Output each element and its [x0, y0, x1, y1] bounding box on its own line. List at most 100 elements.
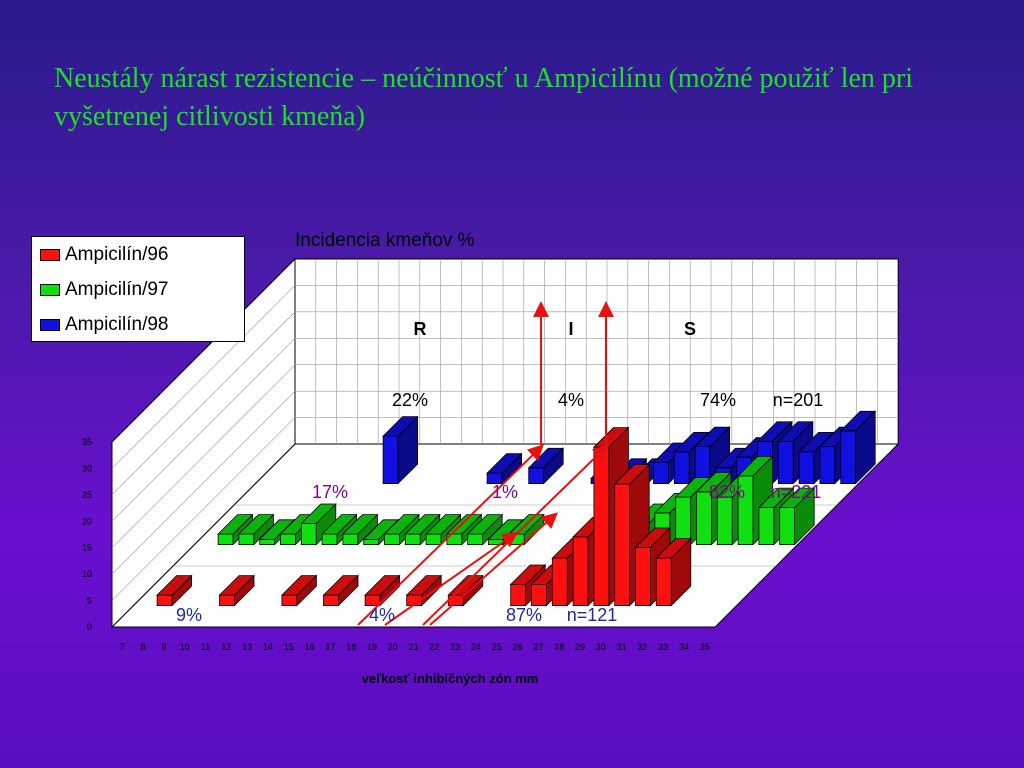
bar-front — [363, 539, 380, 545]
y-tick-label: 10 — [82, 569, 92, 579]
bar-front — [404, 533, 421, 545]
bar-front — [593, 446, 610, 606]
grid-line — [111, 417, 296, 601]
bar — [527, 447, 565, 485]
x-tick-label: 21 — [409, 642, 419, 652]
bar-front — [819, 446, 836, 485]
n-97: n=221 — [771, 482, 822, 502]
x-tick-label: 31 — [617, 642, 627, 652]
zone-label-s: S — [684, 319, 696, 339]
chart-title: Incidencia kmeňov % — [295, 230, 475, 251]
bar-front — [321, 533, 338, 545]
bar — [237, 513, 275, 546]
bar-top — [218, 575, 255, 596]
annotation-arrow — [429, 512, 559, 626]
annotation-arrow — [357, 444, 544, 626]
y-tick-label: 30 — [82, 463, 92, 473]
x-tick-label: 14 — [263, 642, 273, 652]
bar-top — [777, 421, 814, 442]
grid-line — [111, 390, 296, 575]
bar-top — [322, 575, 359, 596]
bar-front — [382, 435, 399, 485]
bar-front — [635, 547, 651, 606]
y-tick-label: 0 — [87, 622, 92, 632]
pct-96-r: 9% — [176, 605, 202, 625]
x-axis-title: veľkosť inhibičných zón mm — [362, 671, 539, 686]
bar — [486, 452, 523, 485]
x-tick-label: 28 — [554, 642, 564, 652]
bar — [839, 410, 877, 485]
grid-line — [111, 285, 296, 469]
bar-front — [238, 533, 255, 545]
bar-top — [405, 575, 443, 596]
bar-front — [675, 496, 691, 545]
legend-swatch-green — [40, 284, 60, 296]
legend-label: Ampicilín/97 — [65, 279, 169, 300]
bar-front — [777, 440, 794, 485]
x-tick-label: 23 — [450, 642, 460, 652]
chart-legend: Ampicilín/96 Ampicilín/97 Ampicilín/98 — [31, 236, 245, 342]
pct-96-s: 87% — [506, 605, 542, 625]
x-tick-label: 16 — [305, 642, 315, 652]
y-tick-label: 15 — [82, 543, 92, 553]
bar-front — [281, 594, 298, 606]
bar-front — [342, 533, 359, 545]
bar-front — [551, 557, 568, 606]
bar-top — [613, 464, 651, 485]
x-tick-label: 13 — [242, 642, 252, 652]
x-tick-label: 30 — [596, 642, 606, 652]
bar — [156, 574, 193, 607]
bar-top — [756, 421, 793, 442]
pct-96-i: 4% — [369, 605, 395, 625]
bar-front — [614, 483, 630, 606]
bar-front — [758, 507, 775, 545]
bar-front — [531, 584, 547, 606]
slide-title: Neustály nárast rezistencie – neúčinnosť… — [54, 63, 914, 132]
bar-front — [217, 533, 234, 545]
bar — [362, 518, 400, 546]
annotation-arrow — [384, 531, 519, 626]
bar-top — [217, 514, 254, 535]
x-tick-label: 22 — [429, 642, 439, 652]
bar — [466, 513, 504, 546]
bar — [300, 503, 337, 546]
x-tick-label: 34 — [679, 642, 689, 652]
x-tick-label: 15 — [284, 642, 294, 652]
zone-label-i: I — [568, 319, 573, 339]
x-tick-label: 25 — [492, 642, 502, 652]
legend-swatch-blue — [40, 319, 60, 331]
legend-item-96: Ampicilín/96 — [40, 241, 169, 269]
bar-front — [219, 594, 235, 606]
x-tick-label: 7 — [120, 642, 125, 652]
bar-front — [716, 496, 733, 545]
x-tick-label: 24 — [471, 642, 481, 652]
bar-front — [673, 451, 690, 485]
zone-label-r: R — [414, 319, 427, 339]
bar — [383, 513, 420, 546]
bar — [778, 487, 816, 546]
bar-top — [655, 538, 692, 559]
x-tick-label: 29 — [575, 642, 585, 652]
bar-front — [280, 533, 296, 545]
bar-front — [467, 533, 484, 545]
bar-top — [778, 487, 816, 509]
pct-98-i: 4% — [558, 390, 584, 410]
bar-front — [300, 523, 317, 545]
bar-top — [300, 503, 337, 524]
bar-front — [572, 536, 589, 606]
n-96: n=121 — [567, 605, 618, 625]
bar — [218, 574, 255, 607]
x-tick-label: 35 — [700, 642, 710, 652]
bar-top — [258, 519, 296, 540]
bar — [655, 537, 692, 607]
bar — [321, 513, 358, 546]
bar — [280, 574, 318, 607]
bar-front — [655, 557, 672, 606]
bar-front — [510, 584, 526, 606]
bar-top — [383, 514, 420, 535]
bar-top — [404, 514, 441, 535]
x-tick-label: 27 — [533, 642, 543, 652]
bar-top — [487, 519, 524, 540]
legend-item-97: Ampicilín/97 — [40, 276, 169, 304]
bar-top — [634, 527, 671, 548]
